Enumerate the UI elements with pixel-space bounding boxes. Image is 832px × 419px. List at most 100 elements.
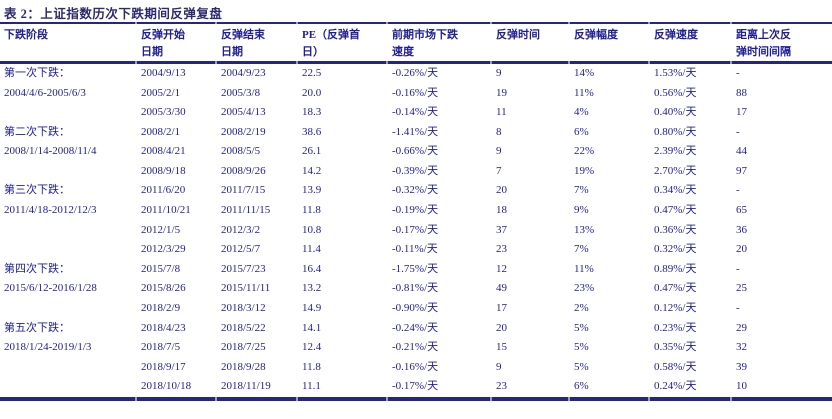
cell-rebound_start: 2011/10/21 bbox=[141, 204, 191, 217]
cell-rebound_days: 9 bbox=[496, 360, 502, 373]
cell-rebound_end: 2018/7/25 bbox=[221, 341, 266, 354]
column-tick bbox=[296, 61, 298, 64]
cell-gap_since_last: - bbox=[736, 184, 740, 197]
cell-rebound_speed: 2.70%/天 bbox=[654, 164, 697, 177]
cell-gap_since_last: - bbox=[736, 67, 740, 79]
cell-rebound_speed: 0.36%/天 bbox=[654, 223, 697, 236]
cell-gap_since_last: 17 bbox=[736, 106, 747, 119]
cell-rebound_speed: 0.80%/天 bbox=[654, 125, 697, 138]
cell-rebound_start: 2011/6/20 bbox=[141, 184, 186, 197]
cell-pe_first_day: 18.3 bbox=[302, 106, 322, 119]
col-header-rebound-amplitude: 反弹幅度 bbox=[574, 29, 618, 41]
column-tick bbox=[568, 22, 570, 24]
cell-prior_decline: -1.41%/天 bbox=[392, 125, 439, 138]
cell-rebound_days: 9 bbox=[496, 67, 502, 79]
cell-rebound_days: 11 bbox=[496, 106, 507, 119]
column-tick bbox=[568, 397, 570, 401]
column-tick bbox=[215, 61, 217, 64]
cell-rebound_speed: 0.47%/天 bbox=[654, 204, 697, 217]
cell-rebound_speed: 1.53%/天 bbox=[654, 67, 697, 79]
cell-rebound_end: 2018/11/19 bbox=[221, 380, 271, 393]
cell-stage: 2015/6/12-2016/1/28 bbox=[4, 282, 97, 295]
col-header-prior-decline: 前期市场下跌 速度 bbox=[392, 29, 458, 58]
cell-rebound_end: 2011/11/15 bbox=[221, 204, 271, 217]
cell-prior_decline: -0.81%/天 bbox=[392, 282, 439, 295]
table-row: 2018/9/17 2018/9/28 11.8 -0.16%/天 9 5% 0.58%/天… bbox=[0, 358, 832, 378]
cell-rebound_speed: 0.89%/天 bbox=[654, 262, 697, 275]
cell-rebound_end: 2015/11/11 bbox=[221, 282, 271, 295]
cell-prior_decline: -0.11%/天 bbox=[392, 243, 438, 256]
cell-pe_first_day: 26.1 bbox=[302, 145, 322, 158]
cell-rebound_days: 23 bbox=[496, 380, 507, 393]
cell-rebound_amplitude: 5% bbox=[574, 360, 589, 373]
cell-rebound_end: 2004/9/23 bbox=[221, 67, 266, 79]
cell-rebound_days: 20 bbox=[496, 321, 507, 334]
cell-gap_since_last: - bbox=[736, 262, 740, 275]
cell-gap_since_last: 20 bbox=[736, 243, 747, 256]
cell-rebound_amplitude: 11% bbox=[574, 86, 594, 99]
cell-rebound_speed: 2.39%/天 bbox=[654, 145, 697, 158]
column-tick bbox=[135, 61, 137, 64]
cell-rebound_days: 23 bbox=[496, 243, 507, 256]
col-header-gap-since-last: 距离上次反 弹时间间隔 bbox=[736, 29, 791, 58]
cell-stage bbox=[0, 103, 135, 123]
cell-stage bbox=[0, 221, 135, 241]
table-row: 第一次下跌： 2004/9/13 2004/9/23 22.5 -0.26%/天 9 14%… bbox=[0, 64, 832, 84]
cell-rebound_speed: 0.23%/天 bbox=[654, 321, 697, 334]
column-tick bbox=[730, 61, 732, 64]
cell-rebound_days: 19 bbox=[496, 86, 507, 99]
column-tick bbox=[215, 22, 217, 24]
cell-pe_first_day: 16.4 bbox=[302, 262, 322, 275]
table-title: 表 2：上证指数历次下跌期间反弹复盘 bbox=[4, 7, 223, 21]
cell-stage bbox=[0, 162, 135, 182]
cell-stage bbox=[0, 299, 135, 319]
column-tick bbox=[490, 397, 492, 401]
cell-pe_first_day: 13.9 bbox=[302, 184, 322, 197]
rebound-table: 下跌阶段 反弹开始 日期 反弹结束 日期 PE（反弹首 日） 前期市场下跌 速度… bbox=[0, 24, 832, 397]
cell-stage: 2018/1/24-2019/1/3 bbox=[4, 341, 92, 354]
cell-rebound_amplitude: 7% bbox=[574, 243, 589, 256]
bottom-divider bbox=[0, 397, 832, 401]
cell-prior_decline: -0.14%/天 bbox=[392, 106, 439, 119]
table-row: 2012/1/5 2012/3/2 10.8 -0.17%/天 37 13% 0.36%/天… bbox=[0, 221, 832, 241]
cell-gap_since_last: - bbox=[736, 125, 740, 138]
cell-prior_decline: -0.39%/天 bbox=[392, 164, 439, 177]
column-tick bbox=[135, 397, 137, 401]
cell-gap_since_last: 29 bbox=[736, 321, 747, 334]
cell-rebound_amplitude: 2% bbox=[574, 301, 589, 314]
cell-gap_since_last: 65 bbox=[736, 204, 747, 217]
cell-gap_since_last: 25 bbox=[736, 282, 747, 295]
cell-rebound_end: 2018/5/22 bbox=[221, 321, 266, 334]
cell-rebound_amplitude: 9% bbox=[574, 204, 589, 217]
table-row: 第四次下跌： 2015/7/8 2015/7/23 16.4 -1.75%/天 12 11%… bbox=[0, 260, 832, 280]
cell-rebound_end: 2018/3/12 bbox=[221, 301, 266, 314]
cell-stage: 第一次下跌： bbox=[4, 67, 70, 79]
cell-stage: 第二次下跌： bbox=[4, 125, 70, 138]
cell-pe_first_day: 11.8 bbox=[302, 360, 321, 373]
cell-rebound_days: 37 bbox=[496, 223, 507, 236]
cell-stage bbox=[0, 240, 135, 260]
cell-rebound_amplitude: 23% bbox=[574, 282, 595, 295]
col-header-rebound-end: 反弹结束 日期 bbox=[221, 29, 265, 58]
cell-rebound_speed: 0.47%/天 bbox=[654, 282, 697, 295]
table-row: 第五次下跌： 2018/4/23 2018/5/22 14.1 -0.24%/天 20 5%… bbox=[0, 319, 832, 339]
cell-rebound_speed: 0.24%/天 bbox=[654, 380, 697, 393]
cell-rebound_start: 2008/2/1 bbox=[141, 125, 181, 138]
cell-gap_since_last: 32 bbox=[736, 341, 747, 354]
cell-pe_first_day: 13.2 bbox=[302, 282, 322, 295]
cell-rebound_amplitude: 5% bbox=[574, 321, 589, 334]
title-divider bbox=[0, 22, 832, 24]
cell-gap_since_last: - bbox=[736, 301, 740, 314]
cell-rebound_end: 2012/5/7 bbox=[221, 243, 261, 256]
cell-gap_since_last: 44 bbox=[736, 145, 747, 158]
cell-rebound_start: 2018/4/23 bbox=[141, 321, 186, 334]
cell-rebound_start: 2012/3/29 bbox=[141, 243, 186, 256]
cell-rebound_speed: 0.35%/天 bbox=[654, 341, 697, 354]
cell-pe_first_day: 22.5 bbox=[302, 67, 322, 79]
table-row: 2012/3/29 2012/5/7 11.4 -0.11%/天 23 7% 0.32%/天… bbox=[0, 240, 832, 260]
column-tick bbox=[135, 22, 137, 24]
cell-rebound_start: 2012/1/5 bbox=[141, 223, 181, 236]
cell-rebound_amplitude: 5% bbox=[574, 341, 589, 354]
header-row: 下跌阶段 反弹开始 日期 反弹结束 日期 PE（反弹首 日） 前期市场下跌 速度… bbox=[0, 24, 832, 64]
